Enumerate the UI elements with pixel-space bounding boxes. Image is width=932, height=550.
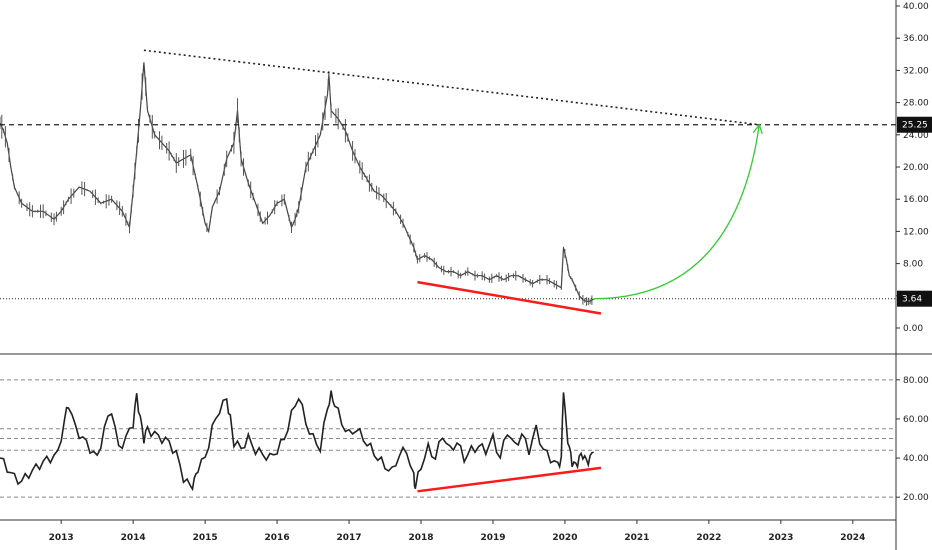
price-tick-label: 28.00 <box>903 99 929 109</box>
oscillator-axis: 80.00 60.00 40.00 20.00 <box>896 376 929 503</box>
price-line <box>0 62 595 302</box>
oscillator-annotations <box>417 466 602 493</box>
time-tick-label: 2024 <box>840 533 865 543</box>
current-price-tag <box>897 290 932 307</box>
time-tick-label: 2023 <box>768 533 793 543</box>
current-price-tag-label: 3.64 <box>902 295 922 305</box>
time-tick-label: 2019 <box>480 533 505 543</box>
price-tick-label: 24.00 <box>903 131 929 141</box>
time-tick-label: 2017 <box>337 533 362 543</box>
oscillator-line <box>0 390 594 492</box>
price-tick-label: 8.00 <box>903 260 923 270</box>
time-tick-label: 2020 <box>552 533 577 543</box>
projection-arrowhead <box>752 123 763 134</box>
oscillator-tick-label: 80.00 <box>903 376 929 386</box>
price-series <box>0 62 595 306</box>
price-annotations <box>0 49 896 315</box>
time-axis: 2013 2014 2015 2016 2017 2018 2019 2020 2021 2022… <box>49 520 865 543</box>
oscillator-trend-line <box>417 466 602 493</box>
time-tick-label: 2022 <box>696 533 721 543</box>
time-tick-label: 2015 <box>193 533 218 543</box>
target-price-tag <box>897 116 932 133</box>
support-trend-line <box>417 280 602 315</box>
price-tags: 25.25 3.64 <box>897 116 932 307</box>
price-tick-label: 40.00 <box>903 2 929 12</box>
time-tick-label: 2013 <box>49 533 74 543</box>
price-tick-label: 36.00 <box>903 34 929 44</box>
time-tick-label: 2014 <box>121 533 146 543</box>
oscillator-tick-label: 60.00 <box>903 415 929 425</box>
time-tick-label: 2021 <box>624 533 649 543</box>
time-tick-label: 2016 <box>265 533 290 543</box>
time-tick-label: 2018 <box>408 533 433 543</box>
price-tick-label: 0.00 <box>903 324 923 334</box>
oscillator-tick-label: 40.00 <box>903 454 929 464</box>
oscillator-tick-label: 20.00 <box>903 493 929 503</box>
price-tick-label: 32.00 <box>903 66 929 76</box>
price-tick-label: 20.00 <box>903 163 929 173</box>
price-tick-label: 16.00 <box>903 195 929 205</box>
trend-resistance-line <box>143 49 760 126</box>
price-tick-label: 12.00 <box>903 227 929 237</box>
oscillator-series <box>0 390 594 492</box>
target-price-tag-label: 25.25 <box>902 121 928 131</box>
oscillator-panel <box>0 379 896 498</box>
projection-arrow <box>593 124 760 300</box>
